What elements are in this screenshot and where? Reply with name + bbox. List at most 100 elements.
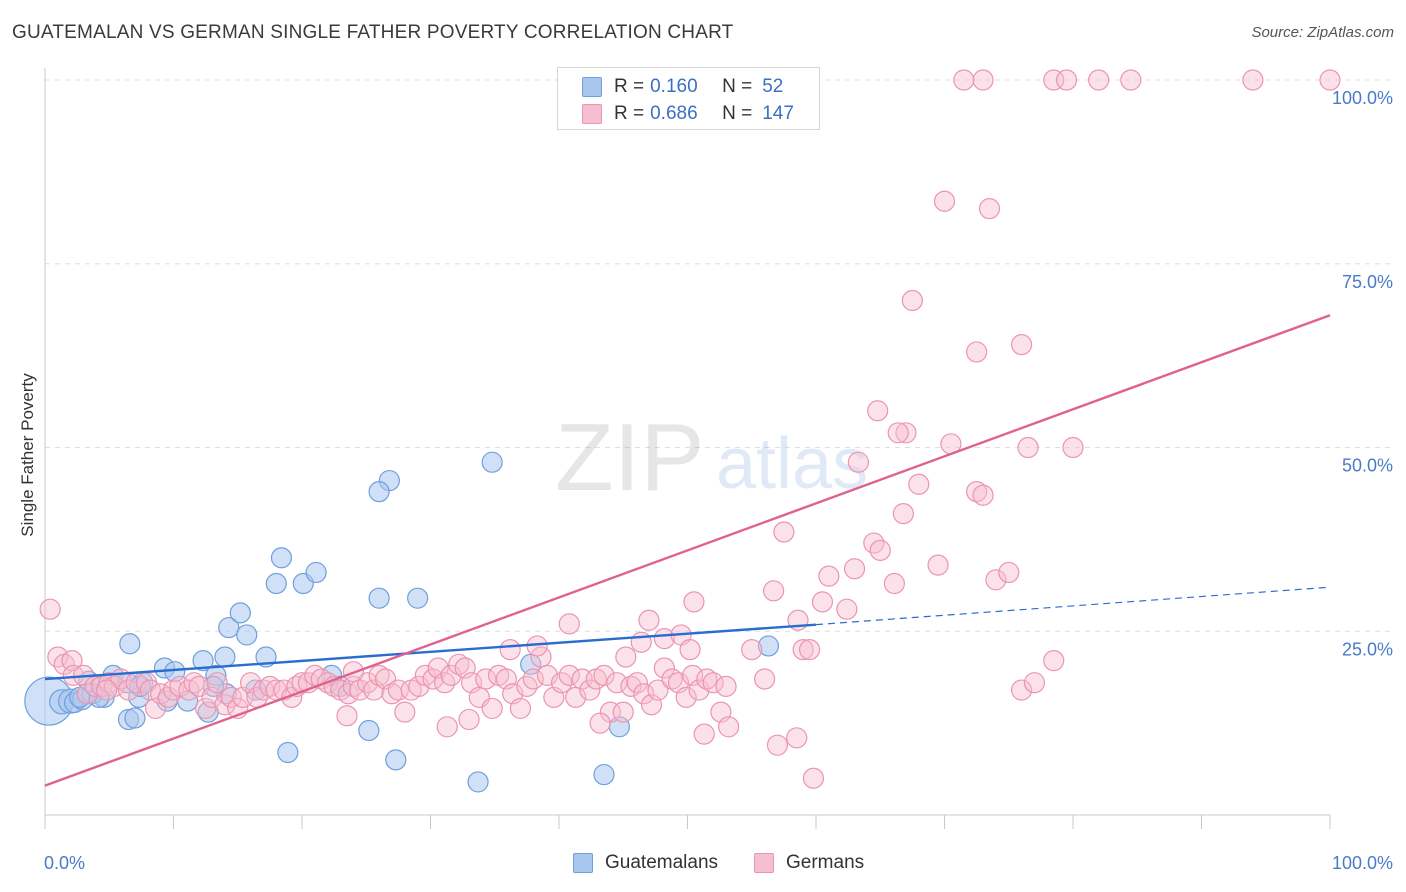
german-point (458, 708, 480, 731)
german-point (985, 569, 1007, 591)
chart-title: GUATEMALAN VS GERMAN SINGLE FATHER POVER… (12, 22, 734, 43)
german-point (883, 572, 905, 595)
r-value: 0.160 (650, 76, 698, 97)
german-point (972, 69, 994, 91)
german-point (579, 679, 601, 701)
german-point (1043, 69, 1065, 91)
german-point (693, 723, 715, 745)
german-point (558, 613, 580, 635)
guatemalan-point (214, 646, 236, 668)
guatemalan-point (265, 572, 287, 595)
guatemalan-point (218, 616, 240, 639)
german-point (683, 591, 705, 613)
german-point (843, 558, 866, 580)
german-point (39, 598, 61, 620)
german-point (647, 679, 669, 701)
guatemalan-point (124, 707, 146, 729)
german-point (887, 422, 909, 444)
n-label: N = (722, 103, 753, 124)
german-point (259, 675, 281, 697)
german-point (798, 639, 821, 661)
german-point (966, 341, 988, 363)
correlation-legend: R = 0.160 N = 52 R = 0.686 N = 147 (557, 67, 820, 130)
y-tick-label: 50.0% (1342, 456, 1393, 476)
german-point (978, 198, 1001, 220)
n-value: 52 (762, 76, 784, 97)
german-point (1062, 436, 1084, 459)
german-point (1017, 436, 1039, 459)
x-tick-label: 100.0% (1332, 853, 1393, 873)
legend-row-guatemalans: R = 0.160 N = 52 (582, 74, 783, 100)
german-point (1055, 69, 1078, 91)
german-point (679, 639, 701, 661)
german-point (342, 675, 364, 697)
german-point (867, 400, 889, 422)
guatemalan-trend-extension (815, 586, 1331, 626)
german-point (558, 664, 580, 686)
guatemalan-point (757, 635, 780, 657)
series-legend: Guatemalans Germans (0, 852, 1406, 878)
german-point (908, 473, 930, 495)
german-point (869, 539, 891, 562)
germans-swatch (754, 853, 774, 873)
german-point (1043, 650, 1065, 672)
watermark: ZIP atlas (555, 404, 868, 511)
y-tick-label: 100.0% (1332, 88, 1393, 108)
german-point (387, 679, 409, 701)
guatemalan-point (270, 547, 293, 569)
german-point (310, 668, 332, 690)
guatemalan-point (236, 624, 258, 646)
german-point (638, 609, 660, 631)
german-point (509, 697, 532, 720)
guatemalan-point (119, 633, 141, 655)
guatemalan-point (192, 650, 214, 672)
german-point (966, 481, 988, 503)
n-label: N = (722, 76, 753, 97)
german-point (220, 686, 242, 709)
german-point (696, 668, 718, 690)
german-point (998, 561, 1020, 584)
german-point (589, 712, 611, 734)
german-point (206, 672, 228, 694)
german-point (661, 668, 683, 690)
trend-lines (44, 314, 1331, 787)
guatemalan-point (467, 771, 489, 793)
german-point (675, 686, 697, 709)
german-point (773, 521, 795, 543)
guatemalan-point (385, 749, 407, 771)
guatemalan-point (368, 587, 390, 609)
german-point (422, 668, 444, 690)
german-point (972, 484, 994, 506)
german-point (1088, 69, 1110, 91)
german-point (448, 653, 470, 675)
german-point (612, 701, 634, 723)
german-point (394, 701, 416, 723)
german-point (933, 190, 956, 212)
guatemalan-points (24, 451, 780, 793)
guatemalan-point (481, 451, 503, 473)
guatemalan-point (277, 741, 299, 764)
german-point (741, 639, 763, 661)
german-point (336, 705, 358, 727)
german-point (1120, 69, 1142, 91)
german-points (39, 69, 1341, 789)
r-value: 0.686 (650, 103, 698, 124)
german-point (715, 675, 737, 697)
german-point (499, 639, 521, 661)
german-point (802, 767, 825, 789)
german-point (818, 565, 840, 587)
german-point (762, 580, 785, 602)
legend-label: Guatemalans (605, 852, 719, 873)
x-tick-label: 0.0% (44, 853, 85, 873)
legend-row-germans: R = 0.686 N = 147 (582, 101, 794, 127)
legend-item-germans: Germans (754, 852, 864, 874)
german-point (792, 639, 814, 661)
guatemalan-point (368, 481, 390, 503)
legend-item-guatemalans: Guatemalans (573, 852, 718, 874)
german-point (550, 672, 573, 694)
germans-swatch (582, 104, 602, 124)
german-point (1319, 69, 1341, 91)
y-tick-label: 25.0% (1342, 639, 1393, 659)
german-point (626, 672, 648, 694)
german-point (96, 679, 118, 701)
